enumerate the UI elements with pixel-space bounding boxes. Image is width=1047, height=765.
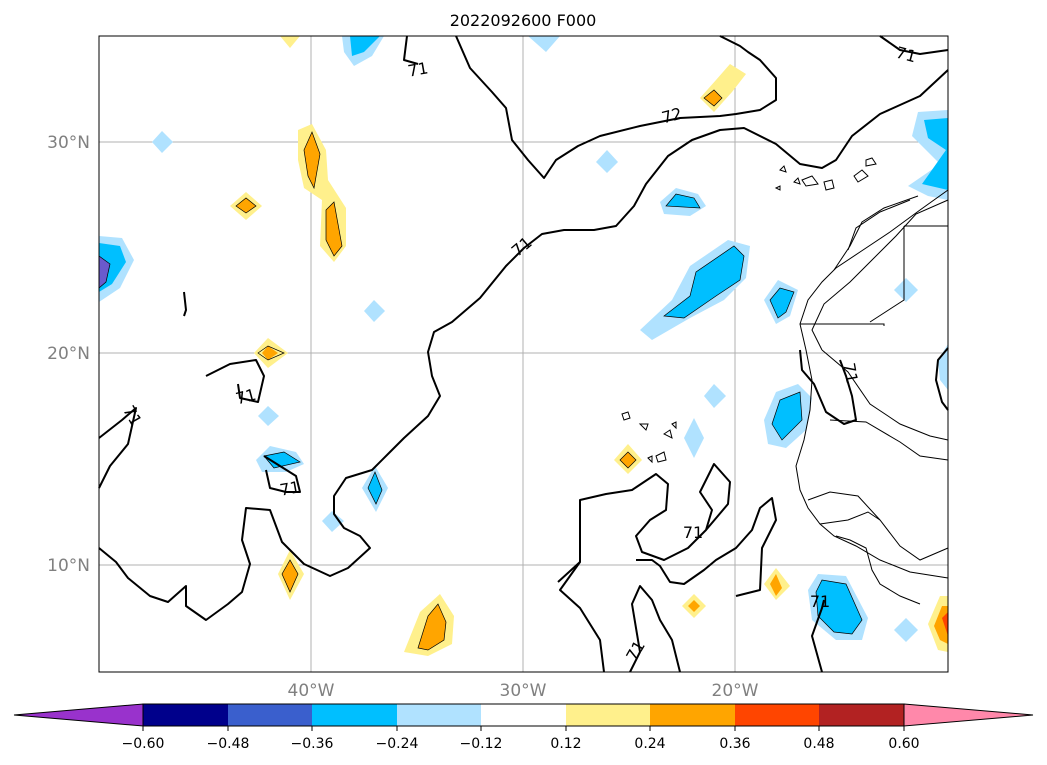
fill-outlines	[98, 89, 863, 651]
colorbar-tick-label: −0.36	[291, 736, 334, 752]
colorbar-tick-label: −0.24	[376, 736, 419, 752]
lon-label: 40°W	[288, 681, 335, 701]
colorbar-tick-label: 0.36	[719, 736, 750, 752]
isolines	[98, 35, 949, 673]
colorbar-tick-label: 0.24	[634, 736, 665, 752]
colorbar-frame	[142, 703, 905, 727]
colorbar-segment	[312, 704, 397, 726]
colorbar-ticks	[142, 726, 905, 731]
colorbar-segment	[566, 704, 650, 726]
map-panel: 71 71 72 71 71 71 71 71 71 71 71	[98, 35, 949, 673]
contour-label: 72	[660, 104, 685, 128]
colorbar-extend-max	[903, 703, 1034, 727]
contour-label: 71	[894, 43, 919, 67]
colorbar-segment	[228, 704, 312, 726]
lon-label: 30°W	[500, 681, 547, 701]
colorbar-segment	[143, 704, 228, 726]
lat-label: 20°N	[47, 344, 90, 364]
colorbar-segment	[650, 704, 735, 726]
map-title: 2022092600 F000	[450, 11, 597, 30]
lat-labels: 30°N 20°N 10°N	[47, 133, 90, 576]
contour-label: 71	[278, 477, 301, 499]
colorbar-tick-label: −0.60	[122, 736, 165, 752]
lon-labels: 40°W 30°W 20°W	[288, 681, 759, 701]
lat-label: 10°N	[47, 556, 90, 576]
colorbar-segment	[819, 704, 904, 726]
colorbar-segment	[735, 704, 819, 726]
colorbar-tick-label: 0.12	[550, 736, 581, 752]
contour-label: 71	[839, 361, 861, 384]
contour-label: 71	[810, 592, 830, 611]
colorbar-tick-label: 0.60	[888, 736, 919, 752]
contour-label: 71	[406, 58, 429, 80]
contour-label: 71	[234, 385, 259, 409]
lat-label: 30°N	[47, 133, 90, 153]
colorbar: −0.60 −0.48 −0.36 −0.24 −0.12 0.12 0.24 …	[13, 703, 1034, 752]
colorbar-tick-label: −0.48	[207, 736, 250, 752]
contour-label: 71	[683, 523, 703, 542]
colorbar-extend-min	[13, 703, 144, 727]
colorbar-tick-label: −0.12	[460, 736, 503, 752]
map-frame	[98, 35, 949, 673]
colorbar-segment	[397, 704, 481, 726]
colorbar-tick-label: 0.48	[803, 736, 834, 752]
colorbar-segment	[481, 704, 566, 726]
lon-label: 20°W	[712, 681, 759, 701]
anomaly-fills	[99, 36, 948, 656]
